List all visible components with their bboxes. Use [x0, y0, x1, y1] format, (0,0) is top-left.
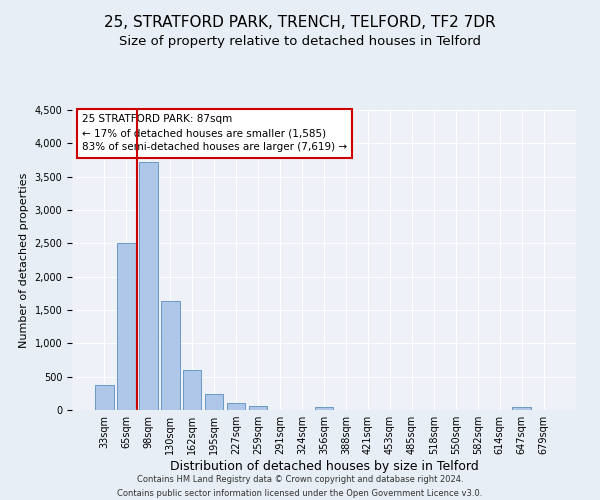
Bar [314, 406, 334, 410]
Y-axis label: Number of detached properties: Number of detached properties [19, 172, 29, 348]
Bar [161, 300, 179, 410]
Bar [183, 370, 202, 410]
Bar [117, 244, 136, 410]
Text: Size of property relative to detached houses in Telford: Size of property relative to detached ho… [119, 35, 481, 48]
Text: 25 STRATFORD PARK: 87sqm
← 17% of detached houses are smaller (1,585)
83% of sem: 25 STRATFORD PARK: 87sqm ← 17% of detach… [82, 114, 347, 152]
Bar [512, 406, 531, 410]
Text: Contains HM Land Registry data © Crown copyright and database right 2024.
Contai: Contains HM Land Registry data © Crown c… [118, 476, 482, 498]
Bar [95, 384, 113, 410]
Bar [139, 162, 158, 410]
Bar [205, 394, 223, 410]
Bar [227, 403, 245, 410]
Bar [249, 406, 268, 410]
X-axis label: Distribution of detached houses by size in Telford: Distribution of detached houses by size … [170, 460, 478, 473]
Text: 25, STRATFORD PARK, TRENCH, TELFORD, TF2 7DR: 25, STRATFORD PARK, TRENCH, TELFORD, TF2… [104, 15, 496, 30]
